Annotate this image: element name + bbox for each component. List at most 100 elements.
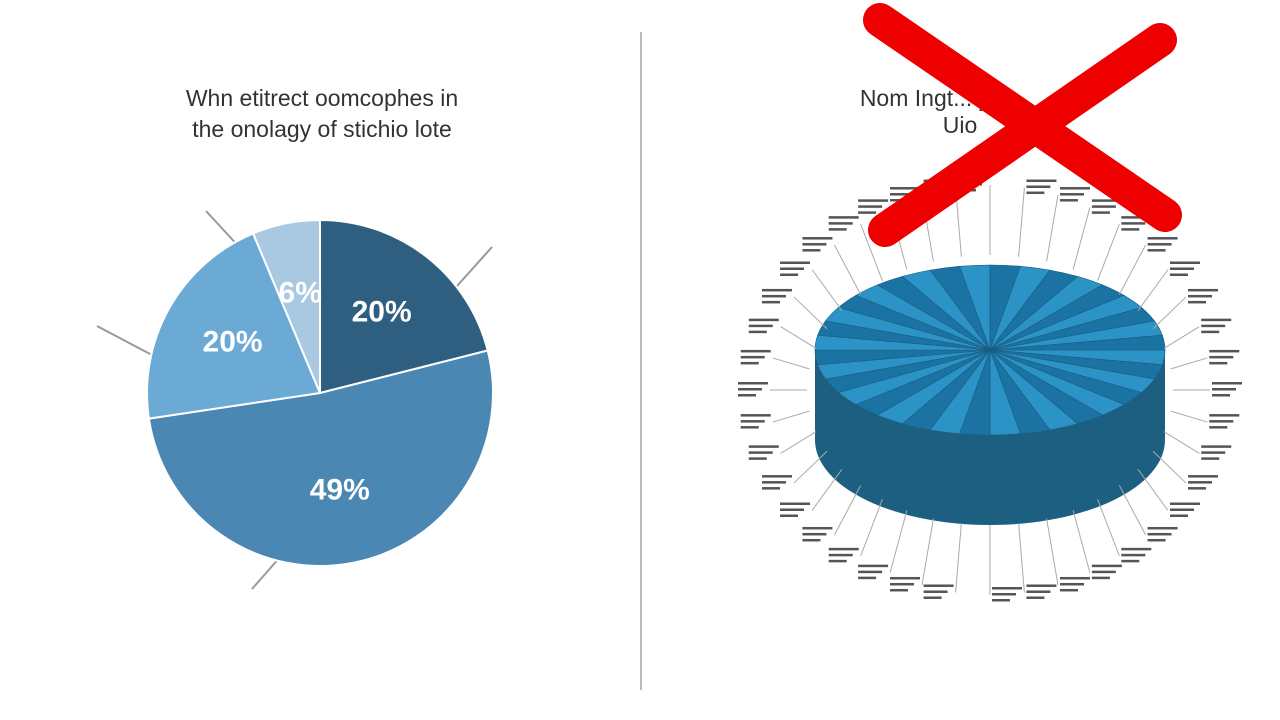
callout-text [923,596,942,599]
callout-text [1169,514,1188,517]
pie-slice [251,218,321,394]
cross [863,3,1182,247]
callout-text [1169,508,1194,511]
callout-line [811,269,843,311]
callout-text [858,199,889,202]
callout-text [1121,547,1152,551]
callout-text [761,300,780,304]
callout-text [1091,199,1122,202]
pie-3d-wedge [989,334,1166,351]
callout-text [780,508,805,511]
callout-text [1209,349,1240,353]
callout-text [1121,216,1152,219]
callout-text [828,216,859,219]
callout-text [738,382,768,385]
callout-line [1137,469,1169,511]
callout-text [761,487,780,490]
callout-line [1163,326,1200,349]
callout-line [1170,357,1208,370]
left-title-line: Whn etitrect oomcophes in [186,85,458,111]
callout-text [1201,457,1220,460]
callout-line [1046,518,1059,586]
callout-text [1059,193,1084,196]
callout-text [1147,243,1172,246]
callout-text [740,355,765,359]
callout-text [1188,487,1207,490]
callout-text [1209,361,1228,365]
pie-3d-side [815,350,1165,525]
callout-text [858,205,883,208]
callout-text [1188,294,1213,298]
callout-text [828,559,847,563]
pie-slice [146,232,322,420]
callout-line [1152,296,1187,330]
callout-text [1147,538,1166,542]
cross-stroke [868,23,1177,247]
callout-text [1059,588,1078,592]
callout-line [811,469,843,511]
callout-text [1201,318,1232,322]
callout-text [1059,187,1090,190]
callout-line [1097,223,1120,281]
slice-label: 6% [279,277,322,310]
callout-text [1091,570,1116,574]
callout-text [1091,564,1122,568]
callout-text [748,318,779,322]
callout-text [802,538,821,542]
callout-text [802,237,833,240]
callout-text [1188,475,1219,478]
pie-slice [147,349,494,567]
callout-text [992,587,1022,590]
callout-text [1201,451,1226,454]
callout-text [858,576,877,580]
callout-text [1209,414,1240,417]
callout-line [1018,187,1025,257]
callout-text [780,514,799,517]
callout-text [828,228,847,231]
callout-text [1026,584,1057,587]
callout-text [1147,237,1178,240]
pie-3d [738,177,1242,602]
callout-text [748,457,767,460]
callout-line [833,485,862,536]
callout-text [761,288,792,292]
callout-text [1169,267,1194,271]
callout-text [802,243,827,246]
callout-text [890,187,921,190]
callout-text [992,593,1016,596]
callout-text [1059,576,1090,580]
callout-line [1137,269,1169,311]
callout-text [1201,445,1232,448]
callout-text [858,564,889,568]
callout-line [1152,450,1187,484]
pie-slice [319,218,489,395]
callout-line [772,357,810,370]
right-title-line: Uio [943,112,978,138]
callout-text [738,394,756,397]
callout-text [748,330,767,334]
callout-text [1121,222,1146,225]
callout-line [1046,194,1059,262]
callout-line [780,326,817,349]
callout-text [1212,394,1230,397]
callout-text [740,361,759,365]
callout-text [780,267,805,271]
callout-text [1209,420,1234,423]
callout-text [780,261,811,265]
slice-label: 20% [203,326,263,359]
callout-text [1121,553,1146,557]
callout-text [780,502,811,505]
callout-text [740,414,771,417]
callout-text [1201,330,1220,334]
callout-line [1118,485,1147,536]
callout-text [802,526,833,530]
callout-line [833,244,862,295]
callout-line [1018,523,1025,593]
callout-text [1212,388,1236,391]
callout-text [780,273,799,277]
callout-text [992,599,1010,602]
callout-text [1169,261,1200,265]
callout-line [860,499,883,557]
leader-line [96,325,153,356]
